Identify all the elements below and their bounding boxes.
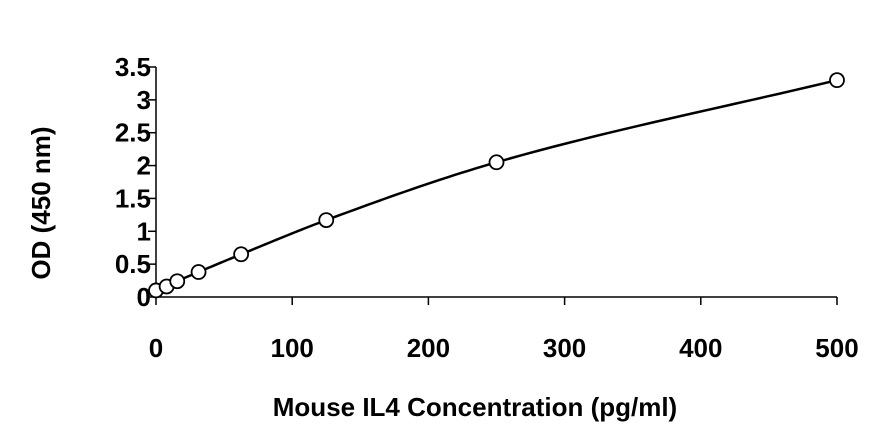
x-axis-title: Mouse IL4 Concentration (pg/ml)	[273, 392, 677, 422]
y-tick-label: 0.5	[115, 249, 151, 279]
data-point	[318, 212, 335, 229]
data-points	[148, 72, 845, 299]
y-tick-group: 00.511.522.533.5	[115, 52, 156, 312]
x-tick-label: 500	[815, 333, 858, 363]
data-point	[829, 72, 845, 89]
x-tick-label: 0	[149, 333, 163, 363]
data-point	[233, 246, 250, 263]
y-tick-label: 1.5	[115, 183, 151, 213]
x-tick-label: 400	[679, 333, 722, 363]
y-tick-label: 2	[137, 151, 151, 181]
y-axis-title: OD (450 nm)	[26, 126, 56, 279]
y-tick-label: 2.5	[115, 118, 151, 148]
fit-curve-line	[155, 78, 838, 292]
y-tick-label: 0	[137, 282, 151, 312]
axes	[155, 67, 837, 298]
data-point	[190, 264, 207, 280]
x-tick-label: 100	[271, 333, 314, 363]
x-tick-label: 300	[543, 333, 586, 363]
data-point	[488, 154, 505, 171]
y-tick-label: 1	[137, 216, 151, 246]
y-tick-label: 3	[137, 85, 151, 115]
y-tick-label: 3.5	[115, 52, 151, 82]
data-point	[169, 273, 186, 290]
x-tick-label: 200	[407, 333, 450, 363]
x-tick-group: 0 100 200 300 400 500	[149, 297, 859, 363]
